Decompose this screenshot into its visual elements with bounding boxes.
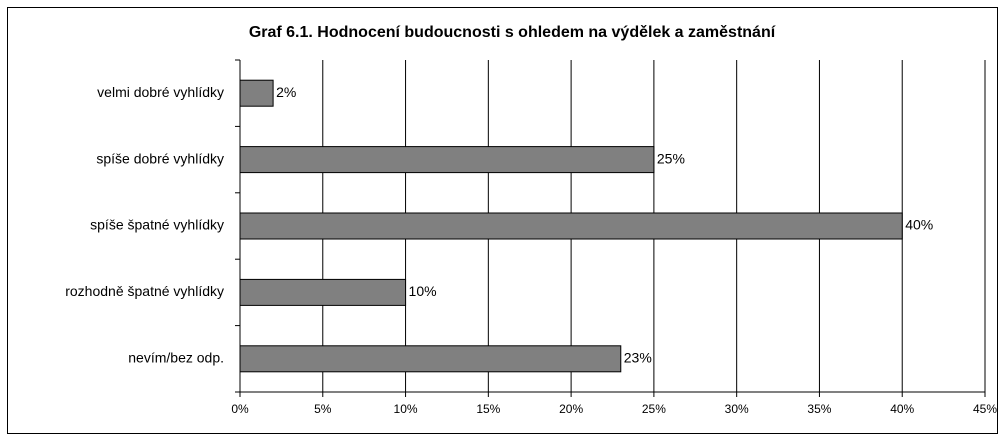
data-label: 10% xyxy=(409,283,437,299)
bar xyxy=(239,79,274,107)
x-tick-label: 45% xyxy=(973,402,997,416)
data-label: 23% xyxy=(624,350,652,366)
chart-title: Graf 6.1. Hodnocení budoucnosti s ohlede… xyxy=(249,24,776,41)
x-tick-label: 5% xyxy=(314,402,332,416)
y-tick-label: spíše dobré vyhlídky xyxy=(96,150,224,166)
bar xyxy=(239,212,903,240)
x-tick-label: 35% xyxy=(807,402,831,416)
x-tick-label: 15% xyxy=(476,402,500,416)
data-label: 40% xyxy=(905,217,933,233)
x-tick-label: 30% xyxy=(725,402,749,416)
y-tick-label: nevím/bez odp. xyxy=(128,350,224,366)
y-tick-label: spíše špatné vyhlídky xyxy=(90,217,224,233)
data-label: 25% xyxy=(657,150,685,166)
x-tick-label: 20% xyxy=(559,402,583,416)
data-label: 2% xyxy=(276,84,296,100)
x-tick-label: 10% xyxy=(394,402,418,416)
y-tick-label: velmi dobré vyhlídky xyxy=(97,84,224,100)
x-tick-label: 0% xyxy=(231,402,249,416)
bar xyxy=(239,345,622,373)
x-tick-label: 25% xyxy=(642,402,666,416)
bar xyxy=(239,278,407,306)
x-tick-label: 40% xyxy=(890,402,914,416)
bar xyxy=(239,146,655,174)
y-tick-label: rozhodně špatné vyhlídky xyxy=(65,283,224,299)
